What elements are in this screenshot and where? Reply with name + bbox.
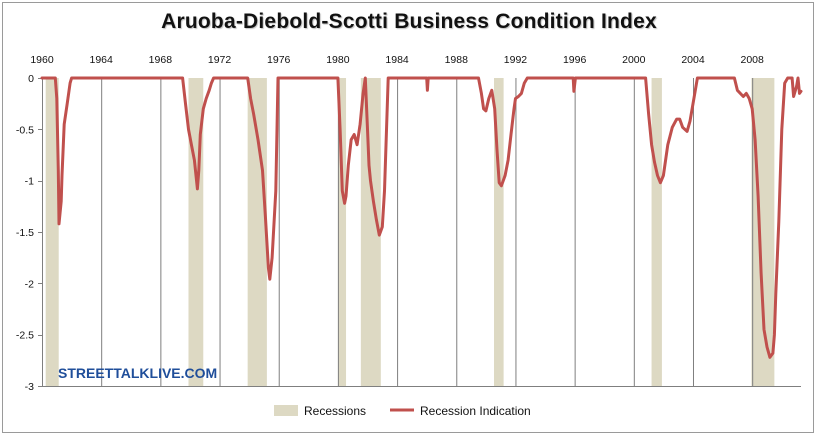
chart-frame xyxy=(2,2,814,433)
recession-band-1 xyxy=(45,78,59,386)
x-tick-label-1968: 1968 xyxy=(149,54,173,66)
recession-bands xyxy=(45,78,775,386)
x-tick-label-2004: 2004 xyxy=(681,54,705,66)
recession-band-3 xyxy=(247,78,267,386)
y-tick-label--3: -3 xyxy=(25,381,34,393)
x-tick-label-1984: 1984 xyxy=(385,54,409,66)
x-tick-label-2008: 2008 xyxy=(740,54,764,66)
recession-indication-series xyxy=(40,76,803,359)
x-tick-label-1960: 1960 xyxy=(30,54,54,66)
legend: Recessions Recession Indication xyxy=(274,404,531,418)
x-tick-label-1992: 1992 xyxy=(504,54,528,66)
y-tick-label--1.5: -1.5 xyxy=(16,227,34,239)
y-tick-label-0: 0 xyxy=(28,73,34,85)
recession-band-4 xyxy=(337,78,347,386)
y-tick-label--0.5: -0.5 xyxy=(16,124,34,136)
watermark-label: STREETTALKLIVE.COM xyxy=(58,365,217,381)
x-tick-label-1980: 1980 xyxy=(326,54,350,66)
x-tick-label-1964: 1964 xyxy=(90,54,114,66)
vertical-gridlines xyxy=(42,78,754,386)
axes xyxy=(38,78,801,387)
x-tick-label-1972: 1972 xyxy=(208,54,232,66)
x-tick-labels: 1960 1964 1968 1972 1976 1980 1984 1988 1992 1996… xyxy=(30,54,764,66)
legend-label-recession-indication: Recession Indication xyxy=(420,404,531,418)
y-tick-labels: 0 -0.5 -1 -1.5 -2 -2.5 -3 xyxy=(16,73,34,393)
x-tick-label-1976: 1976 xyxy=(267,54,291,66)
chart-title: Aruoba-Diebold-Scotti Business Condition… xyxy=(161,10,657,33)
y-tick-label--1: -1 xyxy=(25,176,34,188)
recession-band-7 xyxy=(651,78,662,386)
x-tick-label-1988: 1988 xyxy=(445,54,469,66)
recession-band-5 xyxy=(360,78,381,386)
x-tick-label-1996: 1996 xyxy=(563,54,587,66)
x-tick-label-2000: 2000 xyxy=(622,54,646,66)
legend-label-recessions: Recessions xyxy=(304,404,366,418)
recession-band-6 xyxy=(493,78,504,386)
y-tick-label--2.5: -2.5 xyxy=(16,330,34,342)
recession-indication-line xyxy=(40,76,803,359)
y-tick-label--2: -2 xyxy=(25,278,34,290)
legend-swatch-recessions xyxy=(274,405,298,416)
